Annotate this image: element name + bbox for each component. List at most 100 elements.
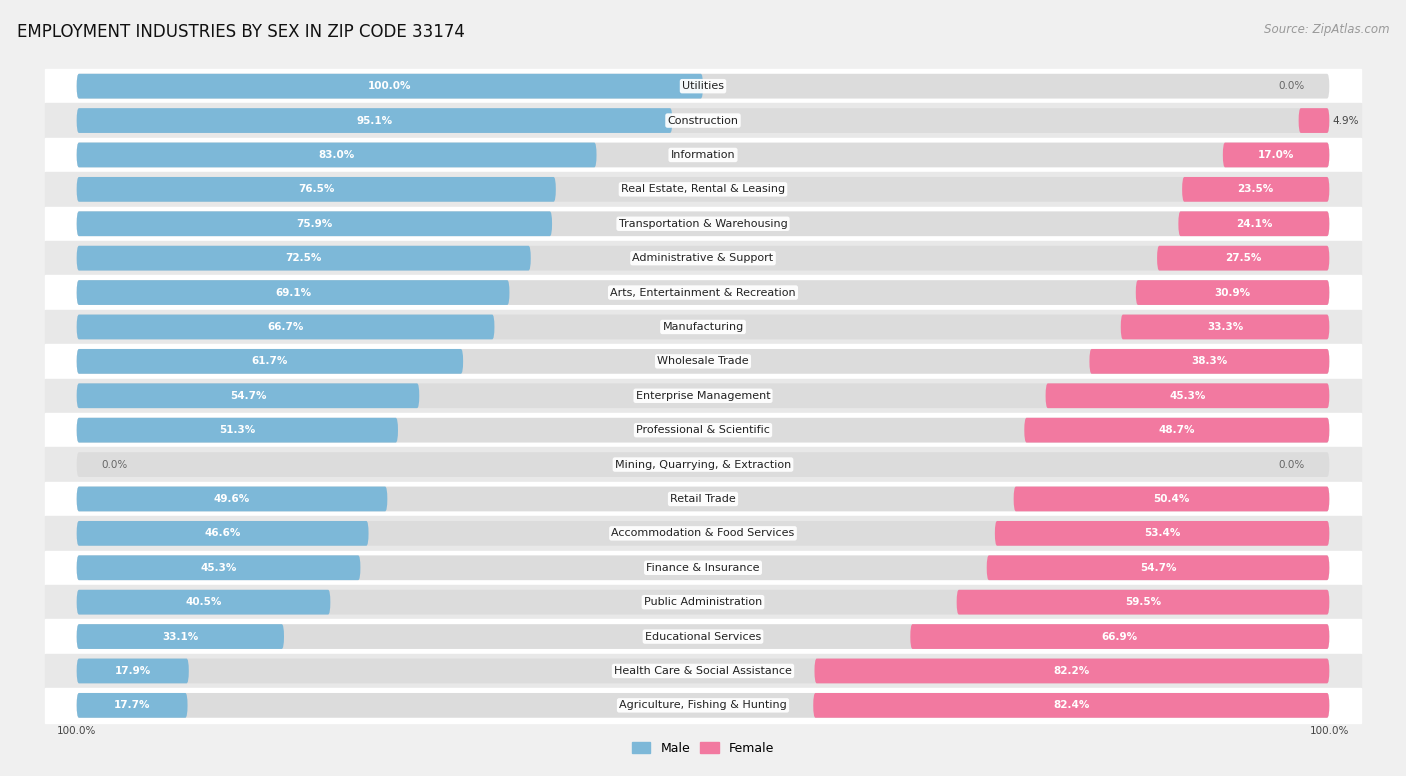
Text: Construction: Construction: [668, 116, 738, 126]
Text: 54.7%: 54.7%: [1140, 563, 1177, 573]
Text: 54.7%: 54.7%: [229, 391, 266, 400]
Text: 100.0%: 100.0%: [58, 726, 97, 736]
FancyBboxPatch shape: [1025, 417, 1329, 442]
FancyBboxPatch shape: [1178, 211, 1329, 236]
FancyBboxPatch shape: [77, 280, 1329, 305]
Bar: [45, 379, 1361, 413]
Text: 82.4%: 82.4%: [1053, 701, 1090, 710]
FancyBboxPatch shape: [77, 280, 509, 305]
FancyBboxPatch shape: [1090, 349, 1329, 374]
FancyBboxPatch shape: [910, 624, 1329, 649]
FancyBboxPatch shape: [987, 556, 1329, 580]
Bar: [45, 688, 1361, 722]
Text: Utilities: Utilities: [682, 81, 724, 91]
Text: Mining, Quarrying, & Extraction: Mining, Quarrying, & Extraction: [614, 459, 792, 469]
Bar: [45, 310, 1361, 345]
FancyBboxPatch shape: [77, 624, 284, 649]
Text: 83.0%: 83.0%: [319, 150, 354, 160]
FancyBboxPatch shape: [77, 246, 1329, 271]
Text: 45.3%: 45.3%: [1170, 391, 1205, 400]
Text: 51.3%: 51.3%: [219, 425, 256, 435]
FancyBboxPatch shape: [77, 590, 1329, 615]
Text: EMPLOYMENT INDUSTRIES BY SEX IN ZIP CODE 33174: EMPLOYMENT INDUSTRIES BY SEX IN ZIP CODE…: [17, 23, 465, 41]
FancyBboxPatch shape: [77, 383, 419, 408]
Text: 17.7%: 17.7%: [114, 701, 150, 710]
Text: Accommodation & Food Services: Accommodation & Food Services: [612, 528, 794, 539]
FancyBboxPatch shape: [77, 143, 596, 168]
FancyBboxPatch shape: [77, 74, 703, 99]
Text: Wholesale Trade: Wholesale Trade: [657, 356, 749, 366]
Text: Professional & Scientific: Professional & Scientific: [636, 425, 770, 435]
FancyBboxPatch shape: [1014, 487, 1329, 511]
FancyBboxPatch shape: [77, 314, 495, 339]
Text: Administrative & Support: Administrative & Support: [633, 253, 773, 263]
Text: 33.1%: 33.1%: [162, 632, 198, 642]
Text: 72.5%: 72.5%: [285, 253, 322, 263]
Text: 61.7%: 61.7%: [252, 356, 288, 366]
Text: 75.9%: 75.9%: [297, 219, 332, 229]
FancyBboxPatch shape: [77, 177, 555, 202]
Text: 100.0%: 100.0%: [1309, 726, 1348, 736]
Bar: [45, 619, 1361, 653]
Text: 66.7%: 66.7%: [267, 322, 304, 332]
Text: 24.1%: 24.1%: [1236, 219, 1272, 229]
Text: 100.0%: 100.0%: [368, 81, 412, 91]
FancyBboxPatch shape: [77, 417, 398, 442]
Text: 76.5%: 76.5%: [298, 185, 335, 194]
Text: Agriculture, Fishing & Hunting: Agriculture, Fishing & Hunting: [619, 701, 787, 710]
Text: 17.0%: 17.0%: [1258, 150, 1295, 160]
Text: Retail Trade: Retail Trade: [671, 494, 735, 504]
Bar: [45, 69, 1361, 103]
Text: 46.6%: 46.6%: [204, 528, 240, 539]
FancyBboxPatch shape: [1046, 383, 1329, 408]
Bar: [45, 345, 1361, 379]
FancyBboxPatch shape: [1136, 280, 1329, 305]
Bar: [45, 275, 1361, 310]
Legend: Male, Female: Male, Female: [627, 737, 779, 760]
Text: Real Estate, Rental & Leasing: Real Estate, Rental & Leasing: [621, 185, 785, 194]
FancyBboxPatch shape: [956, 590, 1329, 615]
FancyBboxPatch shape: [1223, 143, 1329, 168]
FancyBboxPatch shape: [77, 693, 1329, 718]
FancyBboxPatch shape: [1299, 108, 1329, 133]
FancyBboxPatch shape: [814, 659, 1329, 684]
FancyBboxPatch shape: [77, 417, 1329, 442]
Text: Transportation & Warehousing: Transportation & Warehousing: [619, 219, 787, 229]
Text: 82.2%: 82.2%: [1053, 666, 1090, 676]
Bar: [45, 172, 1361, 206]
Text: 50.4%: 50.4%: [1153, 494, 1189, 504]
Text: 48.7%: 48.7%: [1159, 425, 1195, 435]
Bar: [45, 138, 1361, 172]
FancyBboxPatch shape: [77, 143, 1329, 168]
FancyBboxPatch shape: [77, 314, 1329, 339]
FancyBboxPatch shape: [995, 521, 1329, 546]
FancyBboxPatch shape: [1182, 177, 1329, 202]
FancyBboxPatch shape: [77, 452, 1329, 477]
FancyBboxPatch shape: [77, 211, 553, 236]
FancyBboxPatch shape: [77, 521, 368, 546]
FancyBboxPatch shape: [77, 108, 672, 133]
Bar: [45, 550, 1361, 585]
FancyBboxPatch shape: [77, 521, 1329, 546]
FancyBboxPatch shape: [77, 556, 1329, 580]
Bar: [45, 585, 1361, 619]
Text: 38.3%: 38.3%: [1191, 356, 1227, 366]
Text: 40.5%: 40.5%: [186, 598, 222, 607]
FancyBboxPatch shape: [77, 349, 463, 374]
Text: 69.1%: 69.1%: [276, 288, 311, 297]
FancyBboxPatch shape: [77, 659, 188, 684]
Text: Finance & Insurance: Finance & Insurance: [647, 563, 759, 573]
FancyBboxPatch shape: [77, 349, 1329, 374]
Text: 59.5%: 59.5%: [1125, 598, 1161, 607]
Text: 27.5%: 27.5%: [1225, 253, 1261, 263]
Bar: [45, 241, 1361, 275]
FancyBboxPatch shape: [77, 659, 1329, 684]
Bar: [45, 413, 1361, 447]
FancyBboxPatch shape: [77, 211, 1329, 236]
Text: 0.0%: 0.0%: [1278, 459, 1305, 469]
Text: Manufacturing: Manufacturing: [662, 322, 744, 332]
FancyBboxPatch shape: [77, 487, 387, 511]
Text: Public Administration: Public Administration: [644, 598, 762, 607]
FancyBboxPatch shape: [1157, 246, 1329, 271]
FancyBboxPatch shape: [77, 74, 1329, 99]
